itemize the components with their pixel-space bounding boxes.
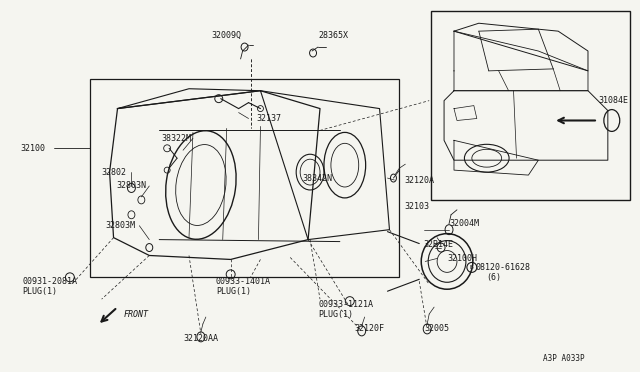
Text: A3P A033P: A3P A033P xyxy=(543,354,585,363)
Bar xyxy=(90,79,399,277)
Text: 32100H: 32100H xyxy=(447,254,477,263)
Text: 32137: 32137 xyxy=(257,114,282,123)
Text: 32103: 32103 xyxy=(404,202,429,211)
Text: 32120A: 32120A xyxy=(404,176,435,185)
Text: 32120F: 32120F xyxy=(355,324,385,333)
Text: B: B xyxy=(470,265,474,270)
Text: 32803N: 32803N xyxy=(116,182,147,190)
Text: PLUG(1): PLUG(1) xyxy=(216,287,251,296)
Text: 00933-1401A: 00933-1401A xyxy=(216,277,271,286)
Text: 32100: 32100 xyxy=(20,144,45,153)
Text: FRONT: FRONT xyxy=(124,310,148,318)
Text: 38322M: 38322M xyxy=(161,134,191,143)
Text: 32005: 32005 xyxy=(424,324,449,333)
Text: 00931-2081A: 00931-2081A xyxy=(22,277,77,286)
Text: 32004M: 32004M xyxy=(449,219,479,228)
Text: 38342N: 38342N xyxy=(302,174,332,183)
Text: 32120AA: 32120AA xyxy=(183,334,218,343)
Bar xyxy=(431,11,630,200)
Text: 32803M: 32803M xyxy=(106,221,136,230)
Text: 00933-1121A: 00933-1121A xyxy=(318,299,373,309)
Text: 32802: 32802 xyxy=(102,168,127,177)
Text: 31084E: 31084E xyxy=(598,96,628,105)
Text: PLUG(1): PLUG(1) xyxy=(318,310,353,318)
Text: 32009Q: 32009Q xyxy=(212,31,242,40)
Text: 28365X: 28365X xyxy=(318,31,348,40)
Text: 32B14E: 32B14E xyxy=(423,240,453,249)
Text: (6): (6) xyxy=(486,273,500,282)
Text: 08120-61628: 08120-61628 xyxy=(476,263,531,272)
Text: PLUG(1): PLUG(1) xyxy=(22,287,57,296)
